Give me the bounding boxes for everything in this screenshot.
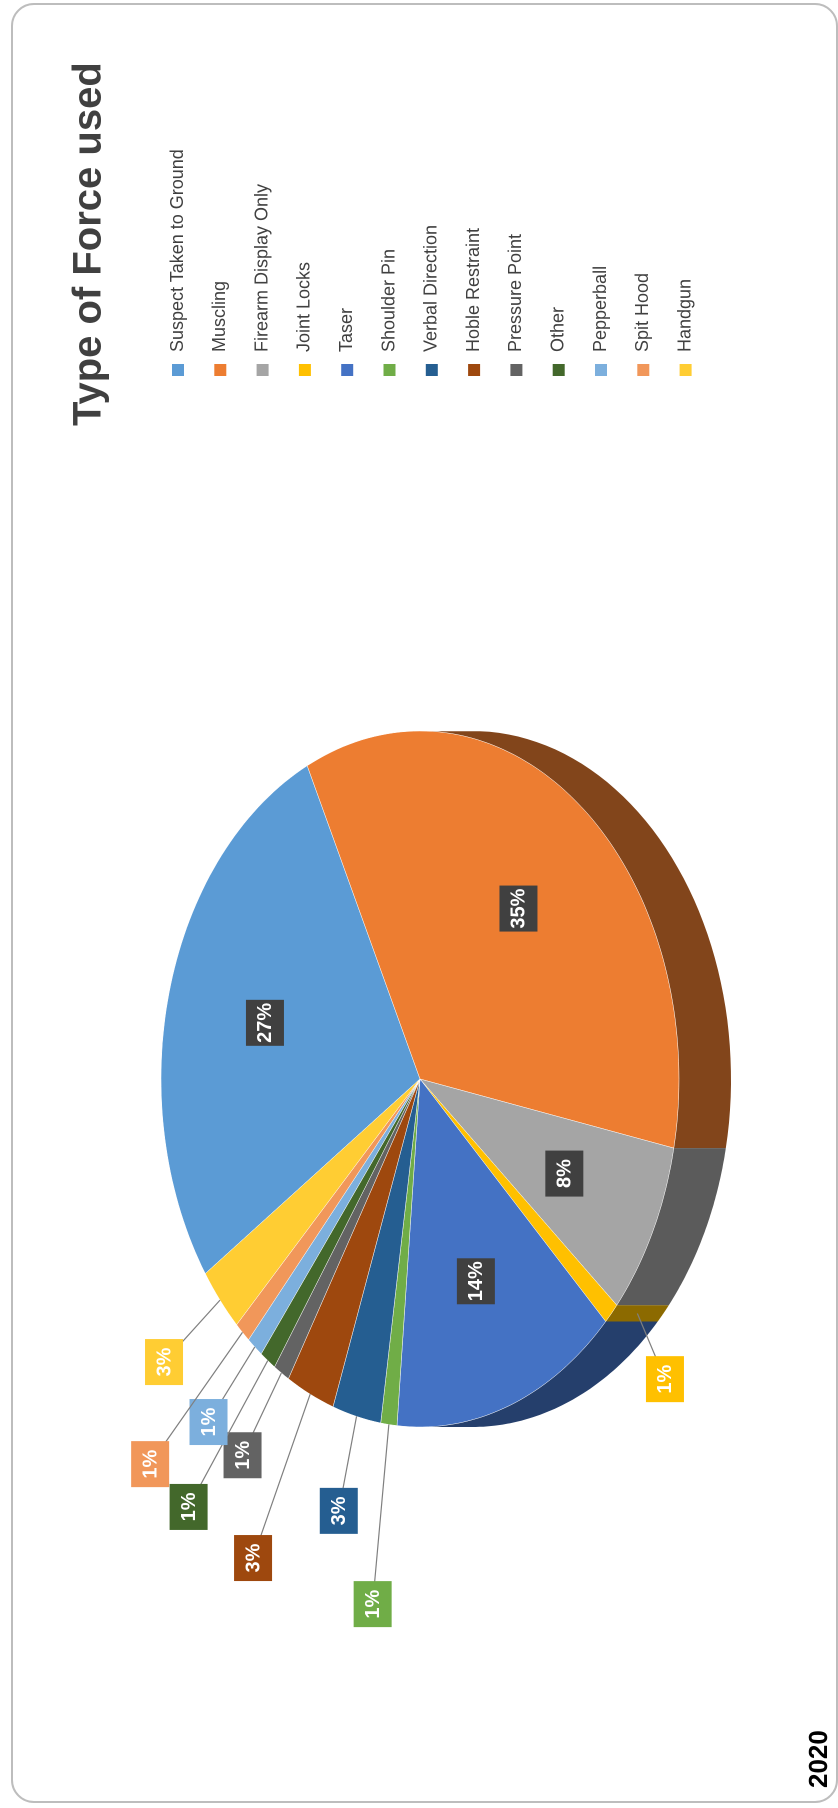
data-label: 1% [232, 1441, 254, 1470]
data-label: 14% [465, 1261, 487, 1301]
legend-swatch [510, 364, 523, 376]
legend-label: Muscling [209, 281, 229, 352]
legend-swatch [298, 364, 311, 376]
leader-line [252, 1393, 311, 1559]
data-label-box [131, 1441, 170, 1488]
data-label: 35% [508, 888, 530, 928]
data-label: 1% [362, 1589, 384, 1618]
pie-slice [396, 1078, 607, 1428]
legend-label: Hoble Restraint [463, 228, 483, 352]
legend-swatch [341, 364, 354, 376]
legend-swatch [425, 364, 438, 376]
leader-line [188, 1360, 269, 1508]
pie-slice [160, 765, 421, 1275]
pie-slice [306, 730, 680, 1149]
data-label-box [245, 999, 284, 1046]
data-label-box [223, 1432, 262, 1479]
chart-title: Type of Force used [66, 62, 110, 426]
legend-label: Shoulder Pin [378, 249, 398, 352]
legend-swatch [637, 364, 650, 376]
data-label-box [645, 1356, 684, 1403]
data-label-box [145, 1339, 184, 1386]
rotated-chart: Type of Force used 2020 27% 35% 8% 1% 14% 1% 3… [66, 62, 833, 1788]
data-label-box [169, 1483, 208, 1530]
legend-label: Pressure Point [505, 234, 525, 352]
data-label: 3% [242, 1543, 264, 1572]
legend-swatch [552, 364, 565, 376]
data-label-box [353, 1581, 392, 1628]
data-label-box [499, 885, 538, 932]
data-label: 8% [554, 1159, 576, 1188]
legend-label: Firearm Display Only [251, 184, 271, 352]
legend-label: Pepperball [590, 266, 610, 352]
legend-swatch [172, 364, 184, 376]
legend-label: Taser [336, 308, 356, 352]
legend-label: Verbal Direction [421, 225, 441, 352]
pie-slice-side [427, 731, 731, 1149]
legend-label: Joint Locks [294, 262, 314, 352]
data-label: 1% [139, 1449, 161, 1478]
legend-swatch [383, 364, 396, 376]
data-label-box [234, 1535, 273, 1582]
data-label: 27% [254, 1003, 276, 1043]
legend-label: Handgun [674, 279, 694, 352]
pie-slice [204, 1078, 421, 1326]
data-label: 3% [328, 1496, 350, 1525]
legend-swatch [679, 364, 692, 376]
legend-swatch [468, 364, 481, 376]
data-label: 3% [153, 1347, 175, 1376]
data-label: 1% [198, 1407, 220, 1436]
pie-slice-side [605, 1305, 669, 1322]
pie-slice-side [616, 1148, 726, 1306]
data-label: 1% [178, 1492, 200, 1521]
legend-swatch [256, 364, 269, 376]
data-label: 1% [654, 1364, 676, 1393]
data-label-box [189, 1399, 228, 1446]
data-label-box [545, 1150, 584, 1197]
chart-subtitle: 2020 [803, 1730, 833, 1788]
pie-slice-side [420, 1321, 658, 1427]
data-label-box [456, 1258, 495, 1305]
legend-label: Spit Hood [632, 273, 652, 352]
leader-line [372, 1424, 390, 1605]
data-label-box [319, 1487, 358, 1534]
legend-label: Other [547, 307, 567, 352]
legend-swatch [595, 364, 607, 376]
legend-swatch [214, 364, 227, 376]
legend-label: Suspect Taken to Ground [167, 149, 187, 352]
